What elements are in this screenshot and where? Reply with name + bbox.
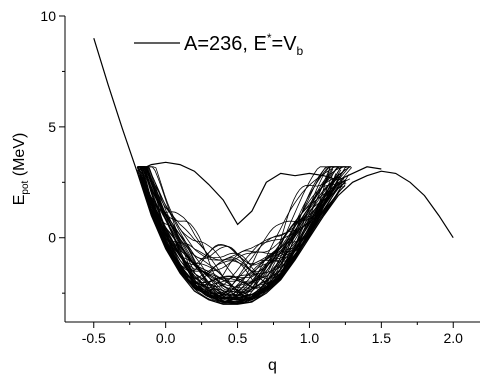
- fan-trajectory: [137, 166, 345, 296]
- fan-trajectory: [137, 166, 334, 290]
- x-tick-label: 0.0: [156, 330, 176, 346]
- x-axis-title: q: [268, 357, 277, 374]
- fan-trajectory: [138, 166, 332, 293]
- fan-trajectory: [137, 166, 334, 300]
- fan-trajectory: [140, 166, 337, 299]
- fan-trajectory: [140, 166, 342, 291]
- fan-trajectory: [143, 184, 346, 304]
- y-axis-title: Epot (MeV): [11, 133, 31, 206]
- fan-trajectory: [142, 173, 337, 266]
- legend-label: A=236, E*=Vb: [184, 31, 304, 58]
- y-tick-label: 5: [48, 119, 56, 135]
- x-tick-label: 1.5: [372, 330, 392, 346]
- x-tick-label: 2.0: [444, 330, 464, 346]
- y-tick-label: 10: [40, 8, 56, 24]
- fan-trajectory: [138, 166, 350, 261]
- fan-trajectory: [138, 166, 344, 299]
- x-tick-label: 1.0: [300, 330, 320, 346]
- series-line-upper: [136, 161, 382, 226]
- fan-trajectory: [141, 180, 332, 272]
- x-tick-label: -0.5: [82, 330, 106, 346]
- fan-trajectory: [143, 166, 351, 272]
- y-axis-title-group: Epot (MeV): [11, 133, 31, 206]
- series-line-envelope: [93, 38, 454, 305]
- fan-trajectory: [141, 166, 350, 298]
- x-tick-label: 0.5: [228, 330, 248, 346]
- y-tick-label: 0: [48, 230, 56, 246]
- fan-group: [136, 166, 353, 305]
